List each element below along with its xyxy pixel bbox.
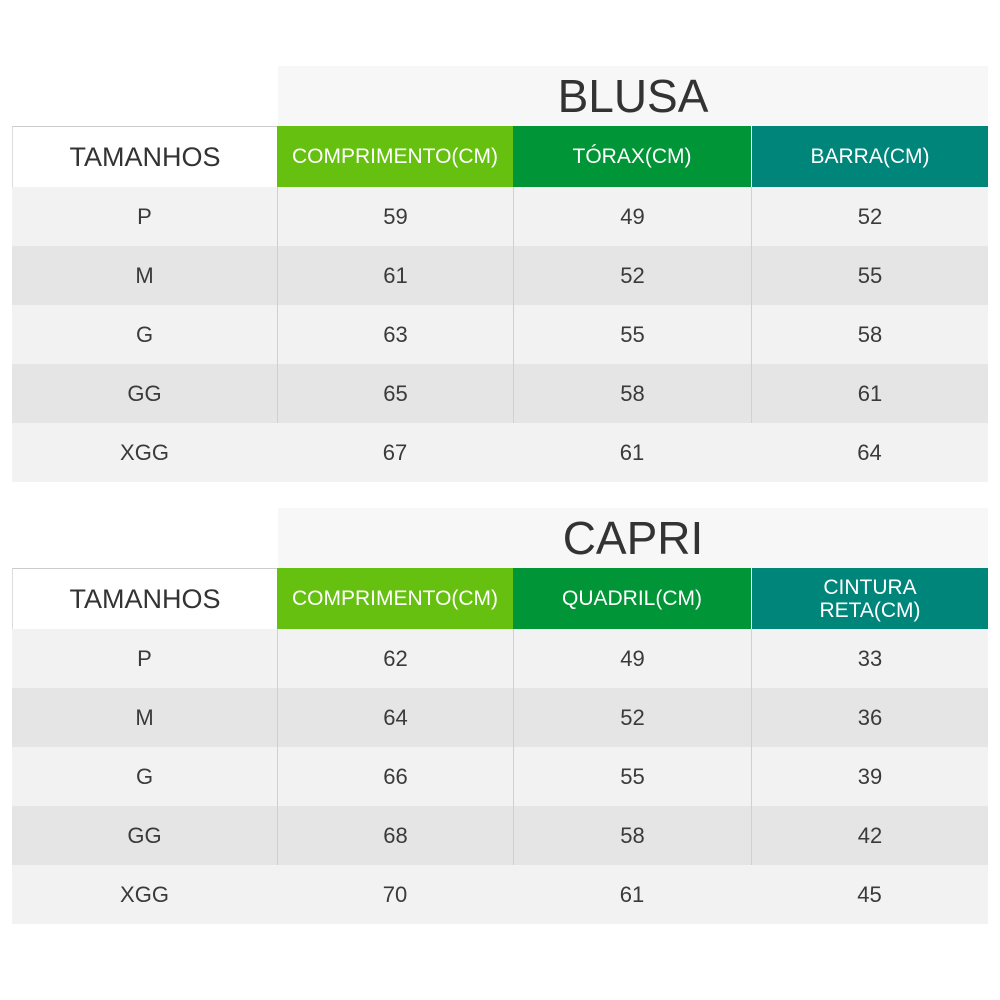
size-grid: TAMANHOS COMPRIMENTO(CM) TÓRAX(CM) BARRA(CM… xyxy=(12,126,988,482)
measurement-cell: 55 xyxy=(513,747,751,806)
measurement-cell: 55 xyxy=(751,246,988,305)
measurement-cell: 68 xyxy=(277,806,513,865)
size-label: XGG xyxy=(12,423,277,482)
measurement-cell: 64 xyxy=(277,688,513,747)
column-header: CINTURA RETA(CM) xyxy=(751,568,988,629)
table-title: CAPRI xyxy=(278,508,988,568)
measurement-cell: 61 xyxy=(513,423,751,482)
measurement-cell: 52 xyxy=(513,688,751,747)
measurement-cell: 67 xyxy=(277,423,513,482)
measurement-cell: 52 xyxy=(513,246,751,305)
size-grid: TAMANHOS COMPRIMENTO(CM) QUADRIL(CM) CINTUR… xyxy=(12,568,988,924)
measurement-cell: 62 xyxy=(277,629,513,688)
measurement-cell: 39 xyxy=(751,747,988,806)
size-label: GG xyxy=(12,364,277,423)
column-header: COMPRIMENTO(CM) xyxy=(277,568,513,629)
measurement-cell: 66 xyxy=(277,747,513,806)
table-title: BLUSA xyxy=(278,66,988,126)
size-column-header: TAMANHOS xyxy=(12,126,277,187)
column-header: QUADRIL(CM) xyxy=(513,568,751,629)
measurement-cell: 49 xyxy=(513,629,751,688)
size-label: M xyxy=(12,688,277,747)
measurement-cell: 33 xyxy=(751,629,988,688)
measurement-cell: 42 xyxy=(751,806,988,865)
column-header: TÓRAX(CM) xyxy=(513,126,751,187)
measurement-cell: 45 xyxy=(751,865,988,924)
measurement-cell: 58 xyxy=(751,305,988,364)
size-column-header: TAMANHOS xyxy=(12,568,277,629)
measurement-cell: 65 xyxy=(277,364,513,423)
size-label: G xyxy=(12,747,277,806)
measurement-cell: 58 xyxy=(513,364,751,423)
measurement-cell: 58 xyxy=(513,806,751,865)
measurement-cell: 36 xyxy=(751,688,988,747)
measurement-cell: 61 xyxy=(277,246,513,305)
size-label: P xyxy=(12,187,277,246)
measurement-cell: 61 xyxy=(751,364,988,423)
measurement-cell: 63 xyxy=(277,305,513,364)
measurement-cell: 59 xyxy=(277,187,513,246)
size-label: GG xyxy=(12,806,277,865)
measurement-cell: 61 xyxy=(513,865,751,924)
measurement-cell: 70 xyxy=(277,865,513,924)
size-label: XGG xyxy=(12,865,277,924)
column-header: BARRA(CM) xyxy=(751,126,988,187)
column-header: COMPRIMENTO(CM) xyxy=(277,126,513,187)
measurement-cell: 52 xyxy=(751,187,988,246)
measurement-cell: 55 xyxy=(513,305,751,364)
size-label: P xyxy=(12,629,277,688)
measurement-cell: 64 xyxy=(751,423,988,482)
size-label: G xyxy=(12,305,277,364)
size-label: M xyxy=(12,246,277,305)
measurement-cell: 49 xyxy=(513,187,751,246)
